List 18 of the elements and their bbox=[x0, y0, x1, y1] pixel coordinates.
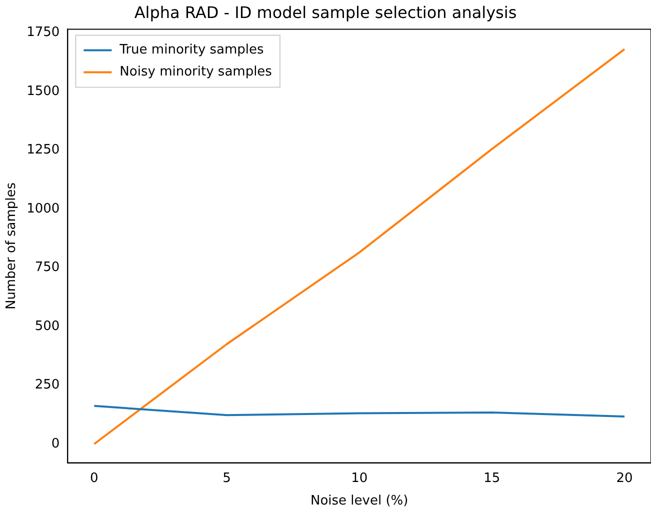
y-tick-label: 250 bbox=[34, 378, 60, 393]
y-tick-label: 500 bbox=[34, 318, 60, 334]
y-tick-label: 1250 bbox=[26, 142, 60, 158]
x-tick-label: 0 bbox=[90, 470, 98, 486]
y-tick-label: 0 bbox=[51, 436, 60, 452]
x-tick-label: 15 bbox=[484, 470, 500, 486]
y-tick-label: 1500 bbox=[26, 84, 60, 99]
y-tick-label: 750 bbox=[34, 260, 60, 276]
x-tick-label: 20 bbox=[616, 470, 633, 486]
x-tick-label: 5 bbox=[222, 470, 231, 486]
legend-label: True minority samples bbox=[118, 42, 264, 58]
y-tick-label: 1000 bbox=[26, 201, 60, 216]
y-axis-title: Number of samples bbox=[4, 182, 20, 310]
chart-title: Alpha RAD - ID model sample selection analysis bbox=[134, 2, 517, 22]
x-axis-title: Noise level (%) bbox=[310, 494, 408, 509]
x-tick-label: 10 bbox=[351, 470, 368, 486]
y-tick-label: 1750 bbox=[26, 25, 60, 40]
legend-label: Noisy minority samples bbox=[120, 64, 272, 80]
